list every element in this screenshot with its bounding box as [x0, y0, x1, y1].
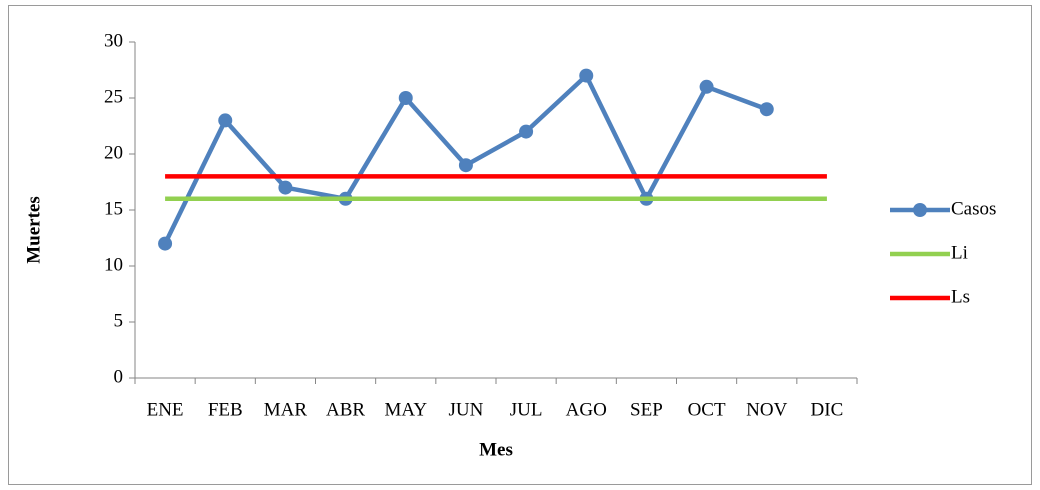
x-tick-label: JUL	[510, 399, 543, 420]
y-tick-label: 10	[104, 254, 123, 275]
y-tick-label: 25	[104, 86, 123, 107]
y-tick-label: 5	[114, 310, 124, 331]
y-tick-label: 20	[104, 142, 123, 163]
x-tick-label: MAR	[264, 399, 308, 420]
x-tick-label: ENE	[147, 399, 184, 420]
point	[699, 79, 714, 94]
legend-label: Casos	[951, 198, 996, 219]
y-tick-label: 0	[114, 366, 124, 387]
point	[398, 91, 413, 105]
point	[519, 124, 534, 139]
point	[759, 102, 774, 117]
x-tick-label: JUN	[448, 399, 483, 420]
y-tick-label: 30	[104, 30, 123, 51]
point	[218, 113, 233, 128]
x-axis-title: Mes	[479, 439, 513, 460]
legend-label: Li	[951, 242, 968, 263]
x-tick-label: OCT	[688, 399, 726, 420]
x-tick-label: FEB	[208, 399, 243, 420]
x-tick-label: NOV	[746, 399, 787, 420]
point	[579, 68, 594, 83]
x-tick-label: ABR	[326, 399, 365, 420]
point	[278, 180, 293, 195]
x-tick-label: MAY	[384, 399, 427, 420]
point	[158, 236, 173, 251]
x-tick-label: SEP	[630, 399, 663, 420]
point	[458, 158, 473, 173]
y-axis-title: Muertes	[23, 196, 44, 264]
x-tick-label: AGO	[566, 399, 607, 420]
y-tick-label: 15	[104, 198, 123, 219]
x-tick-label: DIC	[811, 399, 844, 420]
legend-marker	[913, 203, 927, 217]
legend-label: Ls	[951, 286, 970, 307]
chart-frame	[8, 5, 1032, 485]
